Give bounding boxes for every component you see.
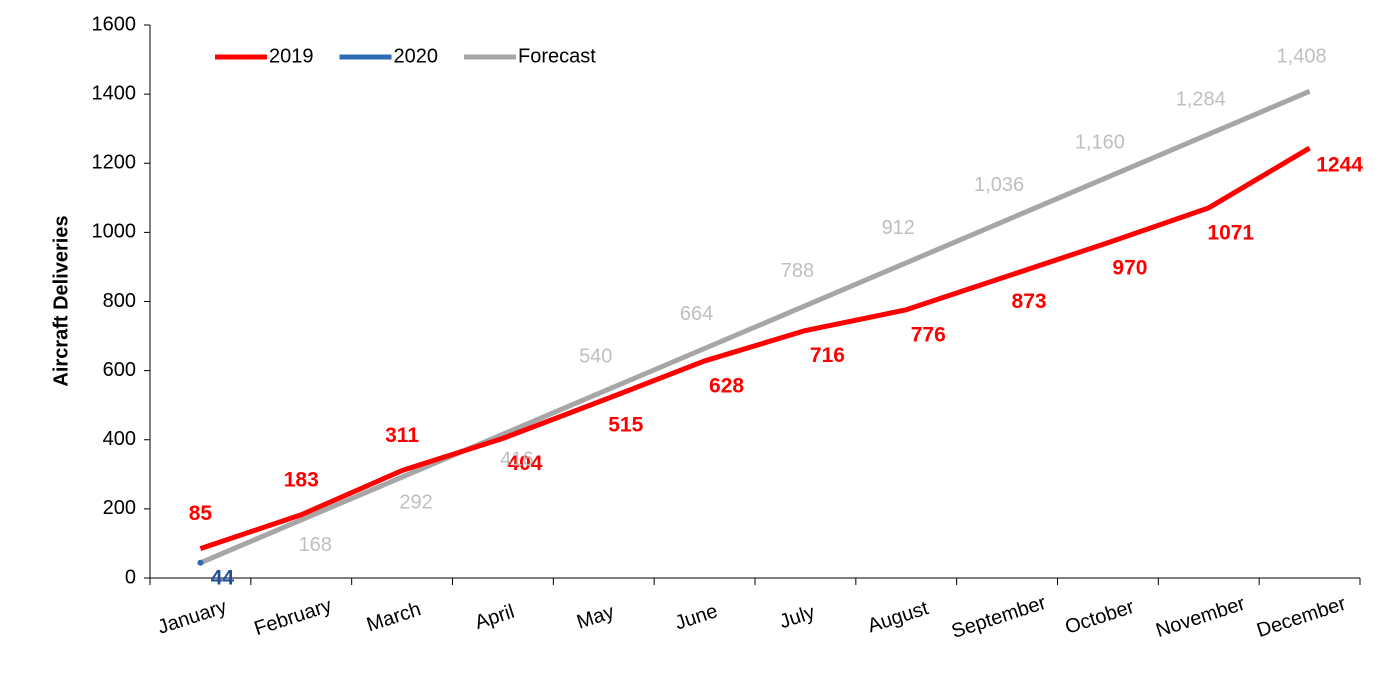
data-label: 1244 — [1316, 154, 1363, 177]
data-label: 416 — [500, 449, 533, 471]
series-point — [197, 559, 204, 566]
series-line — [199, 145, 1311, 551]
legend-label: Forecast — [518, 45, 596, 67]
y-tick-label: 1000 — [92, 221, 137, 243]
y-axis-label: Aircraft Deliveries — [50, 215, 72, 386]
data-label: 912 — [882, 217, 915, 239]
data-label: 716 — [810, 344, 845, 367]
y-tick-label: 200 — [103, 497, 136, 519]
x-tick-label: October — [1062, 596, 1137, 639]
data-label: 1071 — [1207, 221, 1254, 244]
data-label: 168 — [299, 534, 332, 556]
data-label: 628 — [709, 374, 744, 397]
x-tick-label: December — [1254, 592, 1349, 642]
data-label: 44 — [211, 566, 235, 589]
x-tick-label: May — [574, 601, 617, 634]
data-label: 788 — [781, 260, 814, 282]
legend-label: 2020 — [394, 45, 439, 67]
y-tick-label: 600 — [103, 359, 136, 381]
data-label: 970 — [1112, 256, 1147, 279]
data-label: 515 — [608, 414, 643, 437]
series-line — [199, 89, 1311, 566]
data-label: 540 — [579, 346, 612, 368]
data-label: 776 — [911, 323, 946, 346]
data-label: 1,036 — [974, 174, 1024, 196]
data-label: 664 — [680, 303, 713, 325]
data-label: 1,408 — [1277, 46, 1327, 68]
y-tick-label: 1200 — [92, 152, 137, 174]
x-tick-label: July — [777, 601, 818, 633]
data-label: 1,284 — [1176, 88, 1226, 110]
data-label: 183 — [284, 468, 319, 491]
data-label: 292 — [399, 491, 432, 513]
data-label: 404 — [507, 452, 542, 475]
x-tick-label: September — [949, 592, 1049, 643]
y-tick-label: 400 — [103, 428, 136, 450]
x-tick-label: February — [252, 594, 335, 640]
y-tick-label: 1400 — [92, 82, 137, 104]
x-tick-label: August — [865, 597, 931, 637]
y-tick-label: 800 — [103, 290, 136, 312]
legend-label: 2019 — [269, 45, 314, 67]
x-tick-label: January — [155, 596, 229, 639]
data-label: 85 — [189, 502, 213, 525]
x-tick-label: March — [364, 598, 424, 636]
x-tick-label: April — [472, 601, 517, 634]
x-tick-label: June — [672, 600, 720, 634]
data-label: 311 — [385, 424, 419, 447]
data-label: 1,160 — [1075, 131, 1125, 153]
data-label: 873 — [1012, 290, 1047, 313]
y-tick-label: 0 — [125, 566, 136, 588]
y-tick-label: 1600 — [92, 13, 137, 35]
x-tick-label: November — [1153, 592, 1248, 642]
